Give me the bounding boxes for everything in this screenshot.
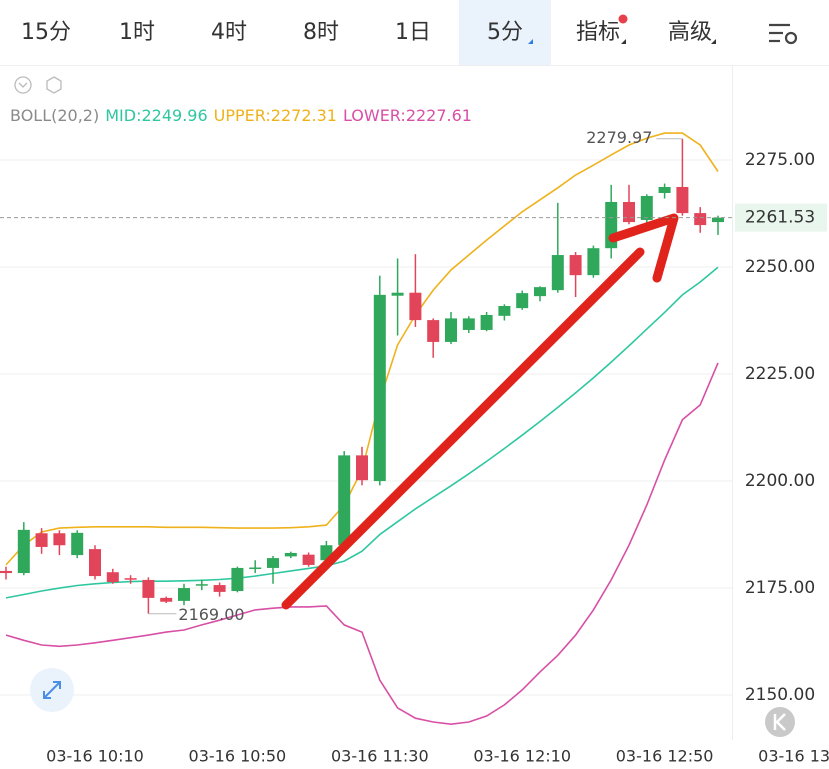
candle-body	[17, 529, 30, 574]
band-label: LOWER:2227.61	[343, 106, 472, 125]
candle-body	[302, 554, 315, 565]
small-icons	[14, 76, 62, 94]
candle-body	[284, 552, 297, 557]
candle-body	[267, 558, 279, 568]
reset-icon	[773, 713, 786, 731]
band-line	[5, 266, 719, 599]
x-tick-label: 03-16 12:10	[473, 747, 571, 766]
candle-body	[142, 579, 155, 598]
tab[interactable]: 4时	[211, 20, 247, 45]
candle-body	[391, 292, 404, 296]
candle-body	[658, 186, 671, 193]
tab[interactable]: 指标	[576, 20, 620, 45]
y-tick-label: 2175.00	[745, 578, 815, 598]
candle-body	[213, 585, 226, 592]
band-line	[5, 362, 719, 726]
candle-body	[338, 455, 351, 546]
expand-icon	[43, 681, 61, 699]
labels: 2150.00 2175.00 2200.00 2225.00 2250.00 2275.…	[0, 128, 829, 766]
candle-body	[53, 533, 66, 546]
candle-body	[676, 186, 689, 214]
arrow-shaft	[281, 247, 645, 610]
x-tick-label: 03-16 13:30	[758, 747, 829, 766]
indicator-name: BOLL(20,2)	[10, 106, 99, 125]
candle-body	[178, 588, 190, 601]
band-label: MID:2249.96	[105, 106, 207, 125]
tab[interactable]: 高级	[668, 20, 712, 45]
x-tick-label: 03-16 11:30	[331, 747, 429, 766]
tab[interactable]: 1日	[395, 20, 431, 45]
candle-body	[35, 533, 48, 547]
tab[interactable]: 5分	[487, 20, 523, 45]
candle-body	[694, 213, 707, 226]
y-tick-label: 2200.00	[745, 471, 815, 491]
candle-body	[462, 318, 475, 330]
last-price-box	[735, 203, 827, 232]
candle-body	[409, 292, 422, 321]
max-label: 2279.97	[586, 128, 652, 147]
settings-icon[interactable]	[769, 23, 798, 45]
tab[interactable]: 1时	[119, 20, 155, 45]
notice-dot	[618, 14, 628, 24]
y-tick-label: 2250.00	[745, 257, 815, 277]
y-tick-label: 2275.00	[745, 150, 815, 170]
candle-body	[534, 287, 546, 297]
expand-button[interactable]	[30, 668, 74, 712]
y-tick-label: 2225.00	[745, 364, 815, 384]
x-tick-label: 03-16 10:10	[46, 747, 144, 766]
candle-body	[195, 584, 208, 586]
candle-body	[231, 567, 244, 592]
dropdown-caret	[621, 39, 626, 44]
min-label: 2169.00	[178, 605, 244, 624]
grid	[0, 159, 732, 696]
candle-body	[373, 294, 386, 482]
last-price-label: 2261.53	[745, 208, 815, 228]
candle-body	[551, 255, 564, 291]
x-tick-label: 03-16 10:50	[189, 747, 287, 766]
candle-body	[516, 293, 529, 309]
collapse-icon[interactable]	[14, 76, 32, 94]
x-tick-label: 03-16 12:50	[616, 747, 714, 766]
candle-body	[249, 567, 262, 570]
candle-body	[480, 314, 493, 330]
candle-body	[89, 549, 101, 577]
candle-body	[587, 248, 600, 276]
candle-body	[0, 570, 12, 574]
tab[interactable]: 15分	[21, 20, 71, 45]
candle-body	[498, 305, 511, 316]
collapse-icon-chevron	[18, 82, 28, 88]
candle-body	[160, 597, 173, 602]
candle-body	[569, 255, 582, 276]
candle-body	[124, 578, 137, 580]
candle-body	[71, 532, 84, 556]
dropdown-caret	[528, 39, 533, 44]
candle-body	[640, 195, 653, 220]
candle-body	[356, 455, 368, 481]
candle-body	[427, 320, 440, 342]
candles	[0, 138, 724, 614]
candle-body	[623, 201, 635, 223]
candle-body	[712, 217, 724, 223]
reset-button[interactable]	[765, 707, 795, 737]
tab[interactable]: 8时	[303, 20, 339, 45]
candle-body	[106, 572, 119, 583]
y-tick-label: 2150.00	[745, 685, 815, 705]
indicator-legend: BOLL(20,2) MID:2249.96 UPPER:2272.31 LOWER:…	[10, 106, 472, 125]
trend-arrow	[281, 213, 679, 610]
band-label: UPPER:2272.31	[214, 106, 337, 125]
reset-button-bg	[765, 707, 795, 737]
settings-hex-icon[interactable]	[46, 76, 62, 94]
active-tab-background	[459, 0, 551, 65]
tab-bar: 15分 1时 4时 8时 1日 5分 指标 高级	[0, 0, 829, 66]
dropdown-caret	[711, 39, 716, 44]
candle-body	[445, 318, 457, 342]
